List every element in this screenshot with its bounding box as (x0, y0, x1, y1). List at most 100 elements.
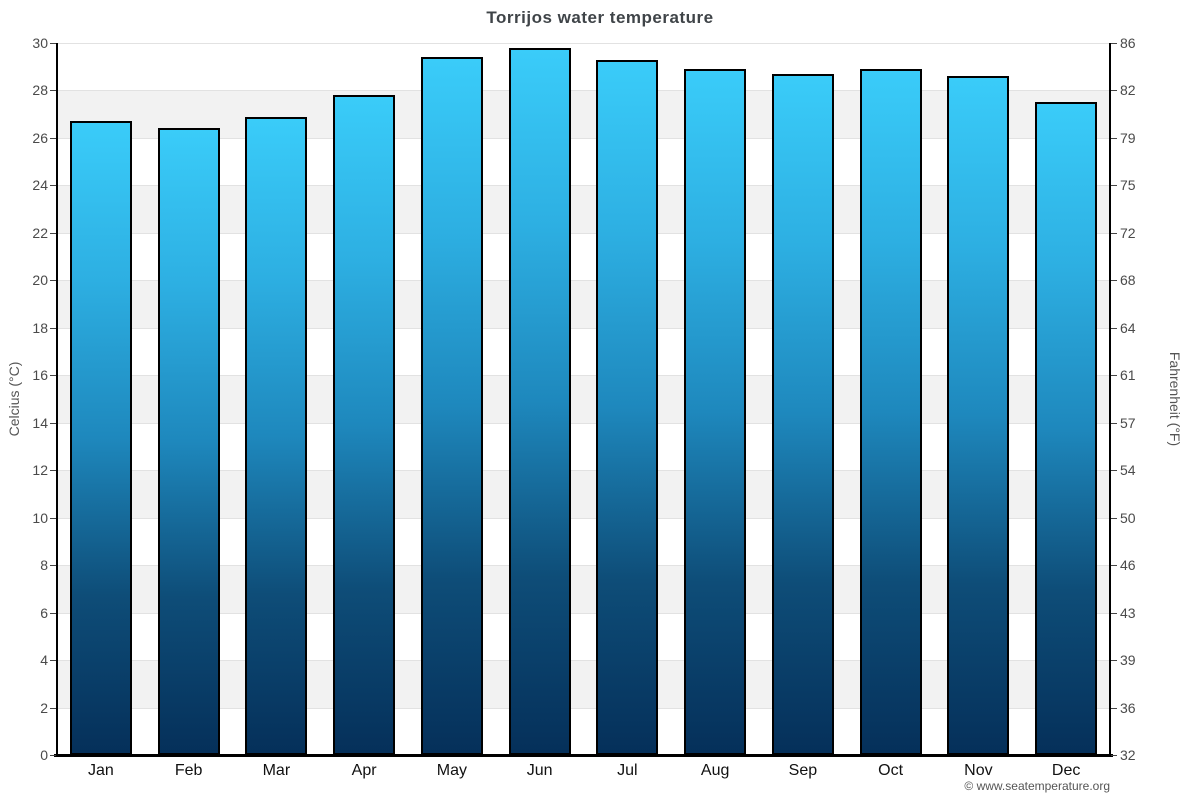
bar-jul (596, 59, 659, 755)
tick-mark-right (1111, 660, 1117, 662)
fahrenheit-tick-label: 79 (1120, 129, 1136, 146)
tick-mark-right (1111, 707, 1117, 709)
tick-mark-left (50, 43, 56, 44)
month-label-aug: Aug (700, 762, 730, 779)
fahrenheit-tick-label: 46 (1120, 557, 1136, 574)
tick-mark-right (1111, 565, 1117, 567)
tick-mark-right (1111, 280, 1117, 282)
gridline (57, 232, 1110, 234)
gridline (57, 90, 1110, 92)
fahrenheit-tick-label: 64 (1120, 319, 1136, 336)
gridline (57, 280, 1110, 282)
tick-mark-right (1111, 43, 1117, 44)
y-axis-line-left (56, 43, 58, 755)
chart-title: Torrijos water temperature (486, 8, 714, 27)
tick-mark-right (1111, 375, 1117, 377)
celsius-tick-label: 28 (32, 82, 48, 99)
y-axis-title-fahrenheit: Fahrenheit (°F) (1167, 351, 1183, 447)
tick-mark-left (50, 517, 56, 519)
bar-jun (508, 47, 571, 755)
month-label-sep: Sep (788, 762, 818, 779)
x-axis-line (54, 754, 1113, 757)
tick-mark-left (50, 660, 56, 662)
background-band (57, 470, 1110, 518)
background-band (57, 280, 1110, 328)
gridline (57, 517, 1110, 519)
tick-mark-left (50, 755, 56, 756)
tick-mark-right (1111, 612, 1117, 614)
fahrenheit-tick-label: 36 (1120, 699, 1136, 716)
tick-mark-left (50, 612, 56, 614)
tick-mark-right (1111, 755, 1117, 756)
fahrenheit-tick-label: 50 (1120, 509, 1136, 526)
background-band (57, 707, 1110, 755)
fahrenheit-tick-label: 68 (1120, 272, 1136, 289)
bar-oct (859, 69, 922, 755)
background-band (57, 375, 1110, 423)
background-band (57, 422, 1110, 471)
tick-mark-right (1111, 327, 1117, 329)
gridline (57, 43, 1110, 44)
celsius-tick-label: 30 (32, 35, 48, 51)
tick-mark-right (1111, 232, 1117, 234)
celsius-tick-label: 12 (32, 462, 48, 479)
background-band (57, 90, 1110, 138)
fahrenheit-tick-label: 61 (1120, 367, 1136, 384)
fahrenheit-tick-label: 43 (1120, 604, 1136, 621)
bar-feb (157, 128, 220, 755)
tick-mark-left (50, 137, 56, 139)
tick-mark-right (1111, 137, 1117, 139)
month-label-feb: Feb (174, 762, 203, 779)
bar-nov (947, 76, 1010, 755)
tick-mark-left (50, 280, 56, 282)
fahrenheit-tick-label: 32 (1120, 747, 1136, 763)
fahrenheit-tick-label: 57 (1120, 414, 1136, 431)
y-axis-title-celsius: Celcius (°C) (6, 361, 22, 437)
gridline (57, 707, 1110, 709)
fahrenheit-tick-label: 39 (1120, 652, 1136, 669)
tick-mark-right (1111, 422, 1117, 424)
month-label-dec: Dec (1051, 762, 1081, 779)
tick-mark-left (50, 470, 56, 472)
gridline (57, 660, 1110, 662)
bar-aug (684, 69, 747, 755)
celsius-tick-label: 8 (40, 557, 48, 574)
month-label-jan: Jan (87, 762, 114, 779)
celsius-tick-label: 26 (32, 129, 48, 146)
plot-area (57, 43, 1110, 755)
tick-mark-left (50, 232, 56, 234)
celsius-tick-label: 24 (32, 177, 48, 194)
tick-mark-left (50, 565, 56, 567)
month-label-apr: Apr (351, 762, 377, 779)
bar-sep (771, 73, 834, 755)
tick-mark-right (1111, 517, 1117, 519)
fahrenheit-tick-label: 54 (1120, 462, 1136, 479)
tick-mark-right (1111, 185, 1117, 187)
background-band (57, 565, 1110, 613)
month-label-jul: Jul (617, 762, 638, 779)
gridline (57, 422, 1110, 424)
fahrenheit-tick-label: 82 (1120, 82, 1136, 99)
celsius-tick-label: 14 (32, 414, 48, 431)
celsius-tick-label: 6 (40, 604, 48, 621)
tick-mark-left (50, 375, 56, 377)
tick-mark-left (50, 422, 56, 424)
tick-mark-right (1111, 90, 1117, 92)
fahrenheit-tick-label: 72 (1120, 224, 1136, 241)
tick-mark-left (50, 90, 56, 92)
tick-mark-right (1111, 470, 1117, 472)
gridline (57, 612, 1110, 614)
background-band (57, 327, 1110, 376)
bar-may (420, 57, 483, 755)
celsius-tick-label: 10 (32, 509, 48, 526)
celsius-tick-label: 18 (32, 319, 48, 336)
tick-mark-left (50, 327, 56, 329)
copyright-text: © www.seatemperature.org (964, 779, 1110, 793)
background-band (57, 232, 1110, 281)
gridline (57, 565, 1110, 567)
celsius-tick-label: 20 (32, 272, 48, 289)
gridline (57, 185, 1110, 187)
month-label-jun: Jun (526, 762, 553, 779)
fahrenheit-tick-label: 75 (1120, 177, 1136, 194)
celsius-tick-label: 0 (40, 747, 48, 763)
